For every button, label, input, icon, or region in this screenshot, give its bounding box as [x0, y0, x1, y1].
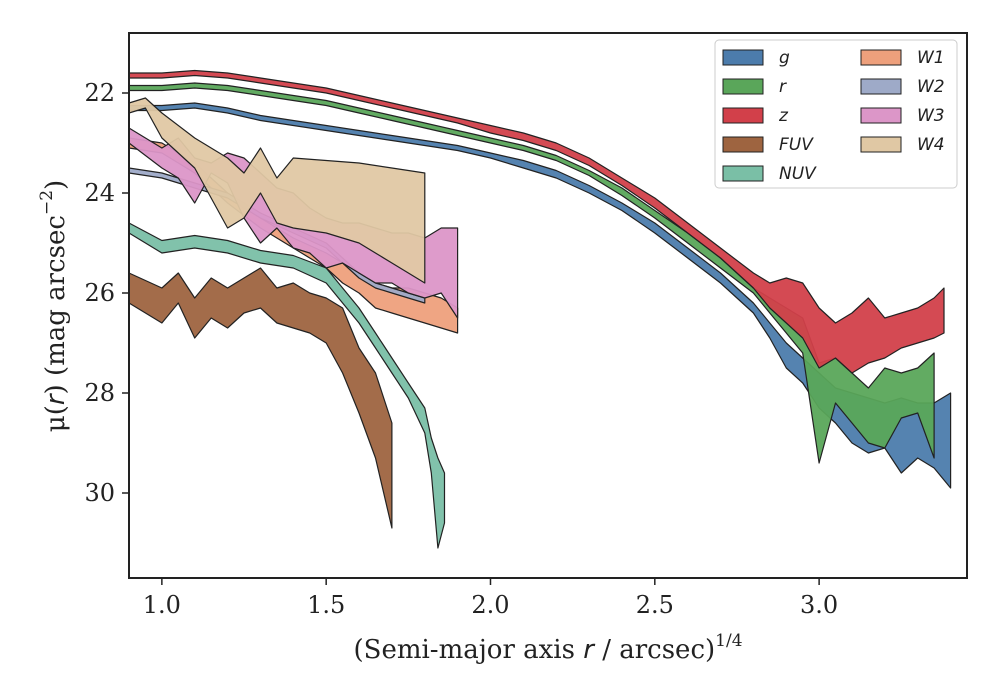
legend-items: grz FUV NUV W1 W2 W3 W4: [722, 48, 945, 184]
x-tick-label: 2.5: [636, 591, 674, 619]
series-band-r: [128, 82, 935, 464]
legend-swatch-g: [722, 49, 764, 66]
series-band-w4: [128, 97, 426, 284]
y-axis-label-part-2: ) (mag arcsec: [41, 215, 71, 394]
legend-label-w1: W1: [917, 48, 945, 68]
legend-label-fuv: FUV: [779, 135, 814, 155]
legend-label-g: g: [779, 48, 790, 68]
legend-label-w2: W2: [917, 77, 945, 97]
y-axis-label: μ(r) (mag arcsec−2): [37, 180, 71, 432]
plot-frame: [128, 32, 968, 579]
y-tick-label: 28: [84, 379, 115, 407]
y-tick-label: 24: [84, 179, 115, 207]
x-axis-label-part-2: / arcsec): [594, 635, 715, 665]
series-band-z: [128, 69, 945, 374]
x-tick-label: 1.5: [307, 591, 345, 619]
y-tick-label: 22: [84, 79, 115, 107]
legend-swatch-nuv: [722, 165, 764, 182]
x-tick-label: 1.0: [143, 591, 181, 619]
legend-swatch-w2: [860, 78, 902, 95]
legend-swatch-w1: [860, 49, 902, 66]
y-tick-label: 26: [84, 279, 115, 307]
series-band-nuv: [128, 222, 446, 549]
legend-label-nuv: NUV: [779, 164, 817, 184]
legend-swatch-z: [722, 107, 764, 124]
y-axis-label-variable: r: [41, 392, 71, 405]
legend-label-z: z: [778, 106, 789, 126]
x-axis-label-part-1: (Semi-major axis: [353, 635, 583, 665]
legend-swatch-fuv: [722, 136, 764, 153]
legend-label-w4: W4: [917, 135, 945, 155]
series-band-fuv: [128, 267, 393, 529]
legend: grz FUV NUV W1 W2 W3 W4: [714, 39, 958, 189]
legend-label-r: r: [779, 77, 787, 97]
y-axis-label-part-3: ): [41, 180, 71, 190]
x-tick-label: 3.0: [800, 591, 838, 619]
legend-swatch-w3: [860, 107, 902, 124]
y-tick-label: 30: [84, 479, 115, 507]
x-axis-label-variable: r: [583, 635, 596, 665]
series-layer: [128, 69, 952, 549]
x-axis-label: (Semi-major axis r / arcsec)1/4: [353, 631, 742, 665]
legend-swatch-w4: [860, 136, 902, 153]
y-axis-label-exponent: −2: [37, 190, 57, 215]
x-tick-label: 2.0: [471, 591, 509, 619]
x-axis-label-exponent: 1/4: [715, 631, 742, 651]
legend-label-w3: W3: [917, 106, 945, 126]
series-band-g: [128, 102, 952, 489]
legend-swatch-r: [722, 78, 764, 95]
ticks-layer: 1.0 1.5 2.0 2.5 3.0 22 24 26 28 30: [84, 79, 838, 619]
y-axis-label-part-1: μ(: [41, 405, 71, 432]
